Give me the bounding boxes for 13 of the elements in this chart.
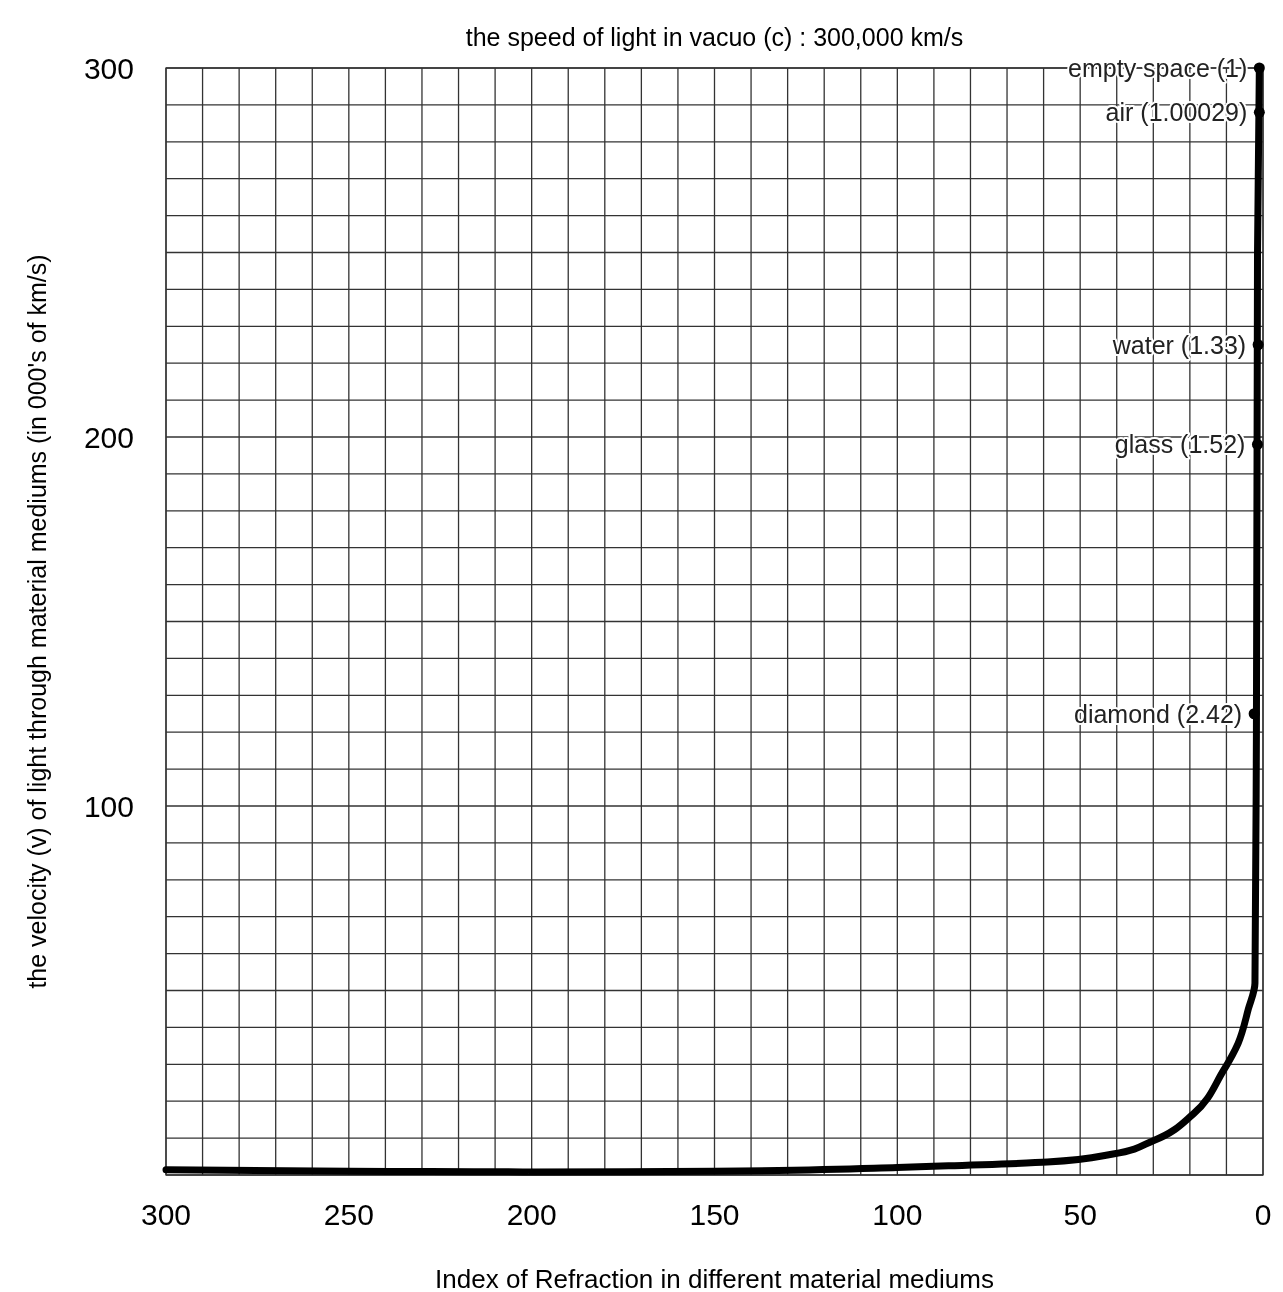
x-tick-label: 150 [689,1198,740,1231]
x-tick-label: 50 [1063,1198,1097,1231]
x-tick-label: 0 [1254,1198,1272,1231]
y-tick-label: 200 [83,420,134,454]
x-tick-label: 250 [323,1198,374,1231]
x-tick-label: 300 [140,1198,192,1231]
y-tick-label: 300 [83,51,134,85]
x-axis-title: Index of Refraction in different material mediums [435,1264,994,1292]
chart-title: the speed of light in vacuo (c) : 300,000 km/s [465,23,964,51]
y-tick-label: 100 [83,789,134,823]
y-axis-title: the velocity (v) of light through material mediums (in 000's of km/s) [23,254,51,989]
x-tick-label: 200 [506,1198,557,1231]
x-tick-label: 100 [872,1198,923,1231]
